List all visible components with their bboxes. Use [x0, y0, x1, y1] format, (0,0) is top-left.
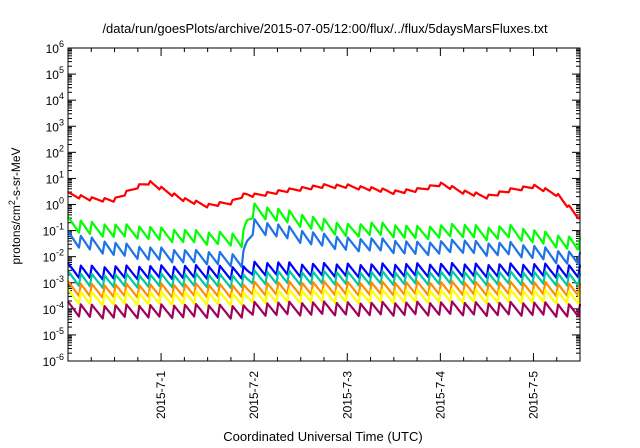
y-tick-label: 10-1: [43, 222, 64, 239]
y-tick-label: 106: [46, 39, 64, 56]
y-tick-base: 10: [46, 199, 60, 213]
y-axis-ticks: 10-610-510-410-310-210-11001011021031041…: [43, 39, 580, 369]
series-line-3: [67, 218, 582, 268]
y-axis-label: protons/cm2-s-sr-MeV: [7, 147, 23, 264]
series-line-1: [67, 180, 581, 220]
y-tick-base: 10: [43, 277, 57, 291]
plot-frame: [67, 47, 581, 362]
y-tick-base: 10: [46, 120, 60, 134]
x-tick-label: 2015-7-2: [247, 371, 261, 419]
y-tick-exponent: -6: [56, 352, 64, 362]
y-tick-base: 10: [46, 146, 60, 160]
y-tick-exponent: -3: [56, 274, 64, 284]
x-tick-label: 2015-7-4: [433, 371, 447, 419]
y-tick-exponent: 4: [59, 91, 64, 101]
series-line-2: [67, 202, 582, 251]
y-tick-base: 10: [43, 303, 57, 317]
y-tick-label: 10-2: [43, 248, 64, 265]
y-tick-exponent: 5: [59, 65, 64, 75]
x-axis-label: Coordinated Universal Time (UTC): [223, 429, 422, 444]
y-tick-label: 101: [46, 169, 64, 186]
y-tick-base: 10: [46, 42, 60, 56]
x-axis-ticks: 2015-7-1 2015-7-2 2015-7-3 2015-7-4 2015-7-5: [67, 48, 581, 419]
series-line-8: [67, 300, 582, 320]
y-tick-exponent: 1: [59, 169, 64, 179]
y-tick-base: 10: [46, 94, 60, 108]
y-tick-label: 10-6: [43, 352, 64, 369]
y-tick-label: 103: [46, 117, 64, 134]
y-tick-exponent: 0: [59, 196, 64, 206]
y-tick-exponent: -4: [56, 300, 64, 310]
y-tick-base: 10: [46, 68, 60, 82]
y-tick-label: 104: [46, 91, 64, 108]
series-line-5: [67, 269, 582, 289]
series-lines: [67, 180, 582, 320]
y-tick-label: 100: [46, 196, 64, 213]
x-tick-label: 2015-7-3: [340, 371, 354, 419]
y-tick-base: 10: [43, 329, 57, 343]
series-line-6: [67, 280, 582, 299]
y-tick-label: 10-4: [43, 300, 64, 317]
y-tick-exponent: 6: [59, 39, 64, 49]
y-tick-label: 102: [46, 143, 64, 160]
y-tick-label: 10-3: [43, 274, 64, 291]
y-tick-exponent: 3: [59, 117, 64, 127]
y-axis-label-base: protons/cm: [9, 205, 23, 264]
series-line-7: [67, 288, 582, 307]
chart-title: /data/run/goesPlots/archive/2015-07-05/1…: [102, 21, 548, 36]
y-tick-exponent: 2: [59, 143, 64, 153]
x-tick-label: 2015-7-1: [154, 371, 168, 419]
y-tick-exponent: -1: [56, 222, 64, 232]
y-tick-label: 105: [46, 65, 64, 82]
y-tick-label: 10-5: [43, 326, 64, 343]
y-tick-base: 10: [43, 355, 57, 369]
y-axis-label-rest: -s-sr-MeV: [9, 147, 23, 200]
y-tick-base: 10: [43, 225, 57, 239]
y-tick-exponent: -2: [56, 248, 64, 258]
x-tick-label: 2015-7-5: [526, 371, 540, 419]
y-axis-label-sup: 2: [7, 200, 17, 205]
y-tick-base: 10: [43, 251, 57, 265]
y-tick-exponent: -5: [56, 326, 64, 336]
series-line-4: [67, 260, 582, 281]
y-tick-base: 10: [46, 172, 60, 186]
